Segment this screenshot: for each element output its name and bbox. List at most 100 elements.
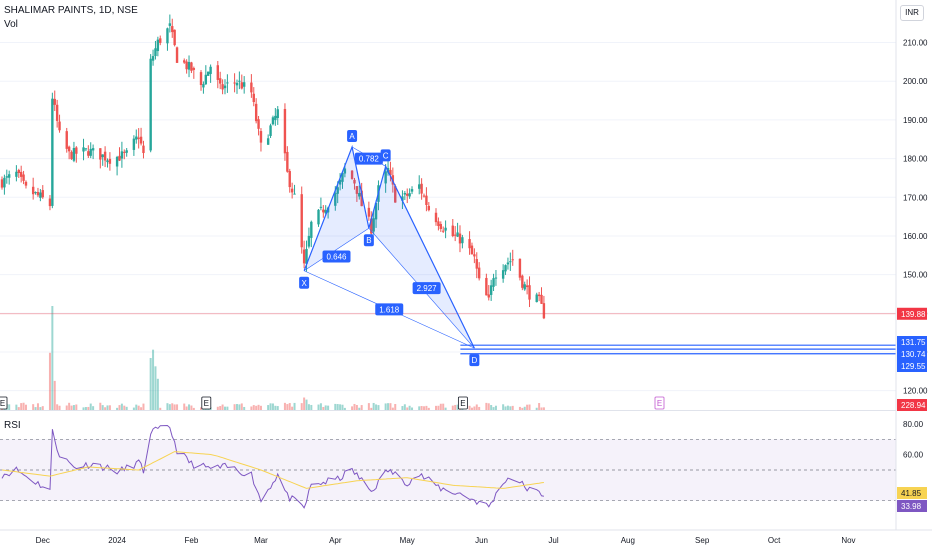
candle-body [394,186,397,203]
candle-body [300,194,303,248]
volume-bar [243,406,246,410]
candle-body [149,58,152,151]
price-tags: 139.88 131.75 130.74 129.55 228.94 K 41.85 33.… [897,307,932,512]
candle-body [288,171,291,188]
volume-bar [456,404,459,410]
candle-body [523,284,526,290]
volume-bar [542,407,545,410]
candle-body [525,285,529,288]
volume-bar [65,405,68,410]
volume-bar [267,405,270,410]
volume-bar [219,406,222,410]
volume-bar [149,358,152,410]
candle-body [506,262,510,265]
candle-body [338,179,342,185]
pattern-triangle-xab [304,146,369,271]
volume-bar [511,405,514,410]
volume-bar [538,403,541,410]
candle-body [171,26,174,33]
volume-bar [425,405,428,410]
candle-body [226,82,229,84]
candle-body [302,249,306,264]
volume-bar [166,403,169,410]
volume-bar [15,404,18,410]
volume-bar [36,403,39,410]
ratio-line-xb [303,227,370,272]
price-tick-label: 180.00 [903,155,928,164]
volume-bar [523,406,526,410]
candle-body [223,85,227,89]
rsi-ma-tag: 41.85 [901,489,922,498]
candle-body [403,193,407,195]
volume-bar [53,380,56,410]
candle-body [470,245,474,255]
volume-bar [216,406,219,410]
volume-bar [271,403,274,410]
time-tick-label: Mar [254,536,268,545]
volume-bar [540,407,543,410]
candle-body [31,186,35,195]
candle-body [456,232,459,237]
price-tick-label: 200.00 [903,77,928,86]
candle-body [106,160,109,163]
volume-bar [240,403,243,410]
volume-bar [233,404,236,410]
candle-body [87,151,90,156]
volume-bar [171,403,174,410]
candle-body [372,218,375,232]
volume-bar [468,405,471,410]
candle-body [53,98,56,105]
volume-bar [56,404,59,410]
candle-body [334,193,337,206]
candle-body [233,82,236,84]
volume-bar [58,405,61,410]
rsi-value-tag: 33.98 [901,502,922,511]
candle-body [168,23,172,26]
time-tick-label: 2024 [108,536,126,545]
harmonic-pattern[interactable]: X A B C D 0.646 0.782 2.927 1.618 E E E E [0,129,896,410]
chart-background [0,410,896,501]
volume-bar [72,405,75,410]
volume-bar [238,404,241,410]
candle-body [504,265,507,272]
volume-bar [156,378,159,410]
volume-bar [68,402,71,410]
volume-bar [526,404,529,410]
volume-bar [437,405,440,410]
volume-bar [521,407,524,410]
rsi-legend[interactable]: RSI [4,420,21,431]
earnings-marker-label: E [460,399,465,408]
earnings-marker [654,396,665,410]
candle-body [307,235,311,247]
volume-bar [367,403,370,410]
volume-bar [418,406,421,410]
candle-body [353,179,356,184]
ratio-label-xb-bg [322,250,351,263]
volume-bar [358,407,361,410]
candle-body [91,148,95,151]
symbol-legend[interactable]: SHALIMAR PAINTS, 1D, NSE [4,5,138,16]
volume-bar [291,406,294,410]
volume-bar [324,405,327,410]
candle-body [257,119,260,129]
time-tick-label: Apr [329,536,342,545]
volume-bar [370,407,373,410]
currency-badge[interactable]: INR [900,5,924,21]
candle-body [103,151,107,161]
volume-bar [168,404,171,410]
point-label-a: A [349,132,355,141]
volume-bar [343,407,346,410]
candle-body [350,170,354,179]
candle-body [17,169,20,174]
candle-body [427,205,431,211]
candle-body [319,206,323,208]
point-label-a-bg [347,129,358,142]
pattern-triangle-bcd [368,166,475,349]
candle-body [518,258,522,278]
candle-body [485,277,488,296]
point-label-c: C [383,151,389,160]
volume-bar [190,405,193,410]
candle-body [254,103,258,122]
volume-legend[interactable]: Vol [4,19,18,30]
